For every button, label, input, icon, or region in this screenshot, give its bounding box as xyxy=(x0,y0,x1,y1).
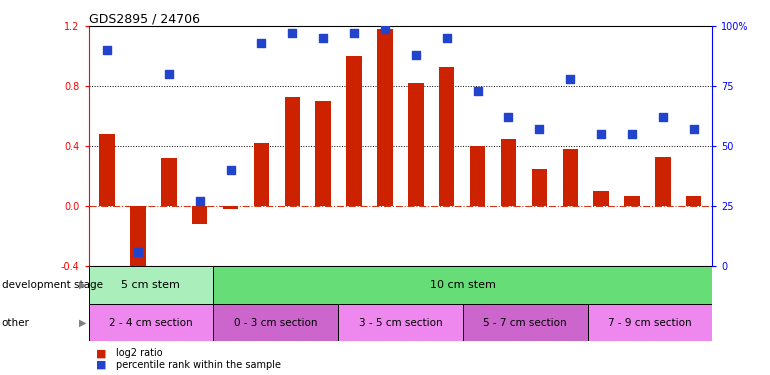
Point xyxy=(626,131,638,137)
Bar xyxy=(316,101,331,206)
Text: 3 - 5 cm section: 3 - 5 cm section xyxy=(359,318,442,327)
Bar xyxy=(338,304,463,341)
Bar xyxy=(439,67,454,206)
Bar xyxy=(686,196,701,206)
Bar xyxy=(655,157,671,206)
Point xyxy=(657,114,669,120)
Bar xyxy=(588,304,712,341)
Text: log2 ratio: log2 ratio xyxy=(116,348,162,358)
Bar xyxy=(223,206,238,209)
Point xyxy=(533,126,545,132)
Text: 10 cm stem: 10 cm stem xyxy=(430,280,496,290)
Bar xyxy=(192,206,207,224)
Bar xyxy=(213,266,712,304)
Point xyxy=(410,52,422,58)
Text: ▶: ▶ xyxy=(79,280,86,290)
Bar xyxy=(285,97,300,206)
Bar xyxy=(161,158,176,206)
Bar xyxy=(470,146,485,206)
Text: development stage: development stage xyxy=(2,280,102,290)
Text: 0 - 3 cm section: 0 - 3 cm section xyxy=(234,318,317,327)
Bar xyxy=(99,134,115,206)
Point xyxy=(688,126,700,132)
Point xyxy=(471,88,484,94)
Bar xyxy=(531,169,547,206)
Point xyxy=(286,30,299,36)
Bar xyxy=(563,149,578,206)
Text: ■: ■ xyxy=(96,360,107,369)
Point xyxy=(224,167,236,173)
Bar xyxy=(89,304,213,341)
Point xyxy=(256,40,268,46)
Text: ▶: ▶ xyxy=(79,318,86,327)
Bar xyxy=(594,191,609,206)
Bar xyxy=(346,56,362,206)
Text: 2 - 4 cm section: 2 - 4 cm section xyxy=(109,318,192,327)
Point xyxy=(595,131,608,137)
Bar xyxy=(408,83,424,206)
Bar xyxy=(130,206,146,289)
Text: 7 - 9 cm section: 7 - 9 cm section xyxy=(608,318,691,327)
Bar xyxy=(377,29,393,206)
Text: percentile rank within the sample: percentile rank within the sample xyxy=(116,360,280,369)
Point xyxy=(379,26,391,32)
Bar xyxy=(89,266,213,304)
Point xyxy=(101,47,113,53)
Bar xyxy=(500,139,516,206)
Point xyxy=(193,198,206,204)
Point xyxy=(132,249,144,255)
Bar xyxy=(254,143,270,206)
Point xyxy=(317,35,330,41)
Point xyxy=(502,114,514,120)
Point xyxy=(564,76,577,82)
Bar xyxy=(463,304,588,341)
Point xyxy=(162,71,175,77)
Text: GDS2895 / 24706: GDS2895 / 24706 xyxy=(89,12,199,25)
Bar xyxy=(624,196,640,206)
Text: 5 - 7 cm section: 5 - 7 cm section xyxy=(484,318,567,327)
Point xyxy=(440,35,453,41)
Text: 5 cm stem: 5 cm stem xyxy=(122,280,180,290)
Bar xyxy=(213,304,338,341)
Text: ■: ■ xyxy=(96,348,107,358)
Point xyxy=(348,30,360,36)
Text: other: other xyxy=(2,318,29,327)
